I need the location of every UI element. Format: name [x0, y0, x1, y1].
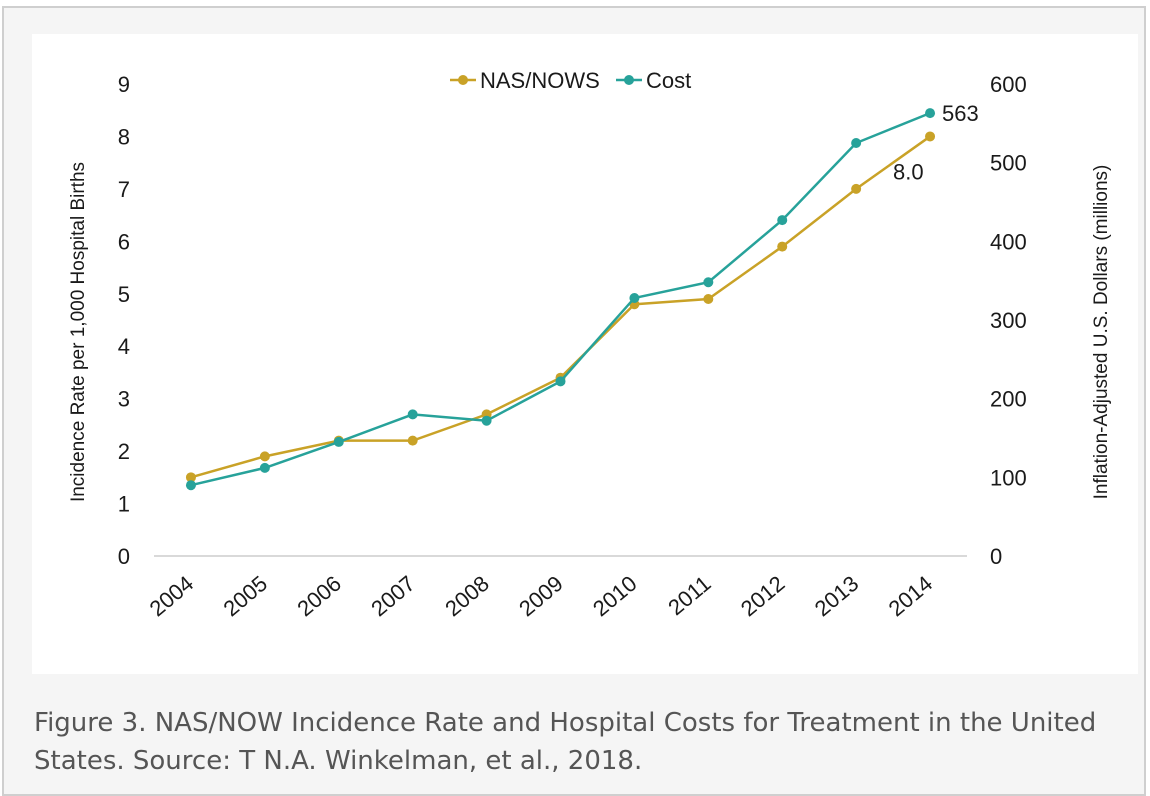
y-left-tick-label: 3	[118, 387, 130, 412]
y-left-tick-label: 2	[118, 439, 130, 464]
data-point	[777, 215, 788, 226]
x-tick-label: 2008	[440, 571, 494, 622]
x-tick-label: 2005	[219, 571, 273, 622]
data-point	[851, 138, 862, 148]
x-tick-label: 2006	[292, 571, 346, 622]
data-point	[185, 480, 196, 491]
y-left-axis-title: Incidence Rate per 1,000 Hospital Births	[68, 162, 89, 502]
y-left-tick-label: 0	[118, 544, 130, 569]
y-right-tick-label: 100	[990, 465, 1027, 490]
y-left-tick-label: 9	[118, 72, 130, 97]
data-point	[185, 472, 196, 483]
y-left-tick-label: 5	[118, 282, 130, 307]
x-tick-label: 2010	[588, 571, 642, 622]
data-point	[703, 294, 714, 305]
x-tick-label: 2012	[736, 571, 790, 622]
x-tick-label: 2011	[663, 571, 715, 621]
y-right-tick-label: 300	[990, 308, 1027, 333]
data-point	[629, 292, 640, 303]
x-tick-label: 2013	[810, 571, 864, 622]
x-tick-label: 2009	[514, 571, 568, 622]
y-right-tick-label: 200	[990, 387, 1027, 412]
incidence-cost-line-chart: 0 1 2 3 4 5 6 7 8 9 0 100 200 300 400 500 600 2004 2005 200…	[68, 68, 1112, 622]
data-point	[925, 108, 936, 119]
figure-container: 0 1 2 3 4 5 6 7 8 9 0 100 200 300 400 500 600 2004 2005 200…	[2, 6, 1146, 796]
data-point	[555, 376, 566, 387]
y-right-tick-label: 0	[990, 544, 1002, 569]
data-point	[333, 436, 344, 447]
data-point	[851, 183, 862, 194]
y-right-tick-label: 600	[990, 72, 1027, 97]
x-tick-label: 2004	[145, 571, 199, 622]
data-label-incidence-end: 8.0	[893, 159, 924, 184]
y-left-tick-label: 7	[118, 177, 130, 202]
y-right-tick-label: 500	[990, 151, 1027, 176]
data-point	[925, 131, 936, 142]
y-right-tick-label: 400	[990, 229, 1027, 254]
y-left-tick-label: 8	[118, 124, 130, 149]
figure-caption: Figure 3. NAS/NOW Incidence Rate and Hos…	[34, 708, 1097, 776]
legend-swatch-marker	[624, 75, 634, 85]
chart-panel: 0 1 2 3 4 5 6 7 8 9 0 100 200 300 400 500 600 2004 2005 200…	[32, 34, 1138, 674]
data-point	[259, 451, 270, 462]
x-tick-label: 2014	[884, 571, 938, 622]
y-left-tick-label: 1	[118, 492, 130, 517]
y-left-tick-label: 6	[118, 229, 130, 254]
legend-swatch-marker	[458, 75, 468, 85]
data-label-cost-end: 563	[942, 101, 979, 126]
series-line-1	[190, 135, 931, 479]
legend-label: Cost	[646, 68, 691, 93]
data-point	[259, 462, 270, 473]
data-point	[407, 435, 418, 446]
series-line-2	[190, 111, 931, 487]
data-point	[703, 277, 714, 288]
data-point	[407, 409, 418, 420]
x-tick-label: 2007	[366, 571, 420, 622]
data-point	[777, 241, 788, 252]
y-left-tick-label: 4	[118, 334, 130, 359]
data-point	[481, 415, 492, 426]
legend-label: NAS/NOWS	[480, 68, 600, 93]
y-right-axis-title: Inflation-Adjusted U.S. Dollars (million…	[1091, 165, 1112, 500]
